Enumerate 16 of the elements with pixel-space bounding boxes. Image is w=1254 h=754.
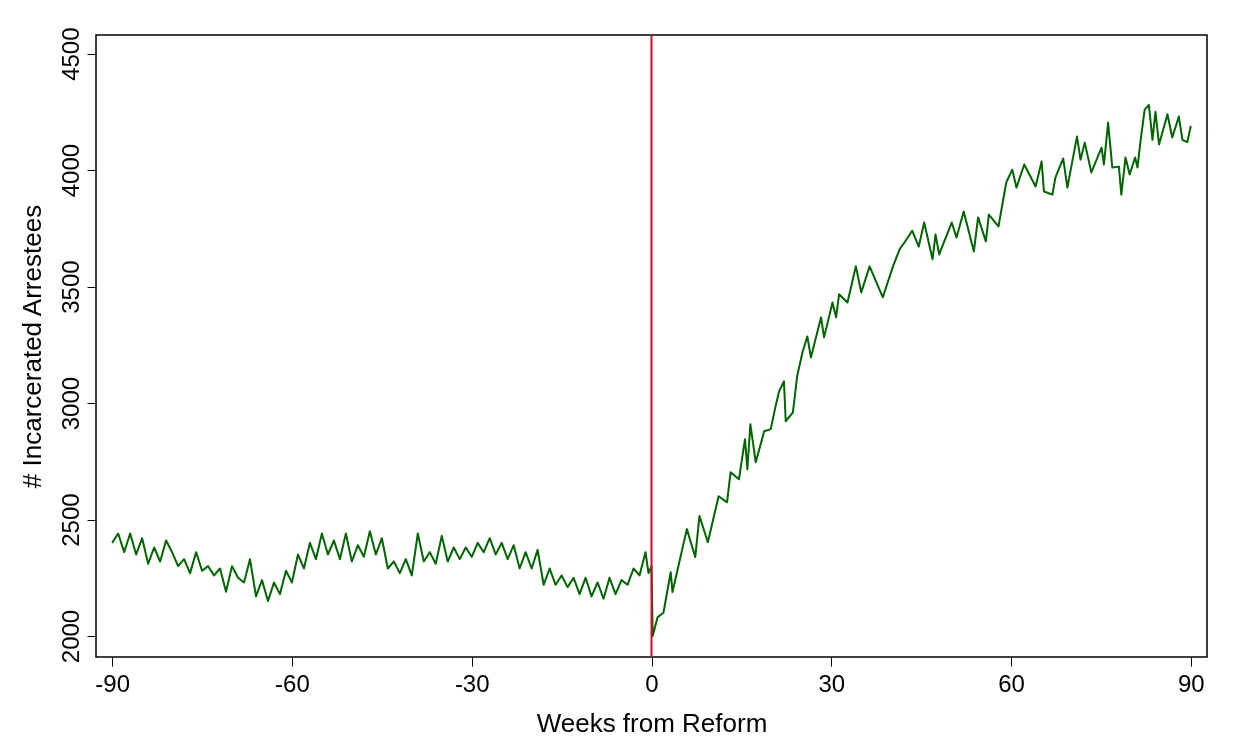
y-tick-label: 3000	[56, 376, 84, 431]
x-tick-label: 90	[1177, 669, 1205, 697]
y-tick-label: 2500	[56, 493, 84, 547]
y-axis-title: # Incarcerated Arrestees	[16, 204, 47, 489]
y-tick-label: 4500	[56, 27, 84, 81]
x-tick-label: -90	[95, 669, 131, 697]
line-series	[111, 103, 1192, 638]
x-axis-title: Weeks from Reform	[536, 707, 768, 738]
x-tick-label: -30	[454, 669, 490, 697]
x-tick-label: 0	[645, 669, 659, 697]
y-tick-label: 2000	[56, 609, 84, 664]
x-tick-label: -60	[275, 669, 310, 697]
y-tick-label: 3500	[56, 260, 84, 314]
y-tick-label: 4000	[56, 143, 84, 198]
x-tick-label: 60	[998, 669, 1025, 697]
x-tick-label: 30	[818, 669, 846, 697]
